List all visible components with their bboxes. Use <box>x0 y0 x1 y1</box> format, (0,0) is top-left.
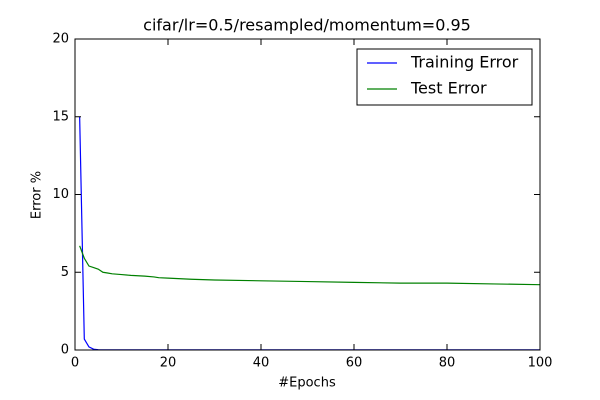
y-axis-label: Error % <box>30 171 45 219</box>
legend-label: Training Error <box>410 53 519 72</box>
x-tick-label: 60 <box>346 356 363 371</box>
x-tick-label: 20 <box>160 356 177 371</box>
x-tick-label: 40 <box>253 356 270 371</box>
y-tick-label: 5 <box>61 265 69 280</box>
data-line <box>79 245 541 286</box>
legend-box <box>356 48 533 106</box>
x-tick-label: 0 <box>71 356 79 371</box>
y-tick-label: 15 <box>52 109 69 124</box>
legend: Training Error Test Error <box>356 48 533 106</box>
legend-label: Test Error <box>410 79 487 98</box>
y-tick-label: 10 <box>52 187 69 202</box>
y-tick-label: 20 <box>52 32 69 47</box>
x-tick-label: 100 <box>528 356 553 371</box>
chart-title: cifar/lr=0.5/resampled/momentum=0.95 <box>143 16 471 35</box>
x-axis-label: #Epochs <box>278 376 336 391</box>
x-tick-label: 80 <box>439 356 456 371</box>
y-tick-label: 0 <box>61 343 69 358</box>
